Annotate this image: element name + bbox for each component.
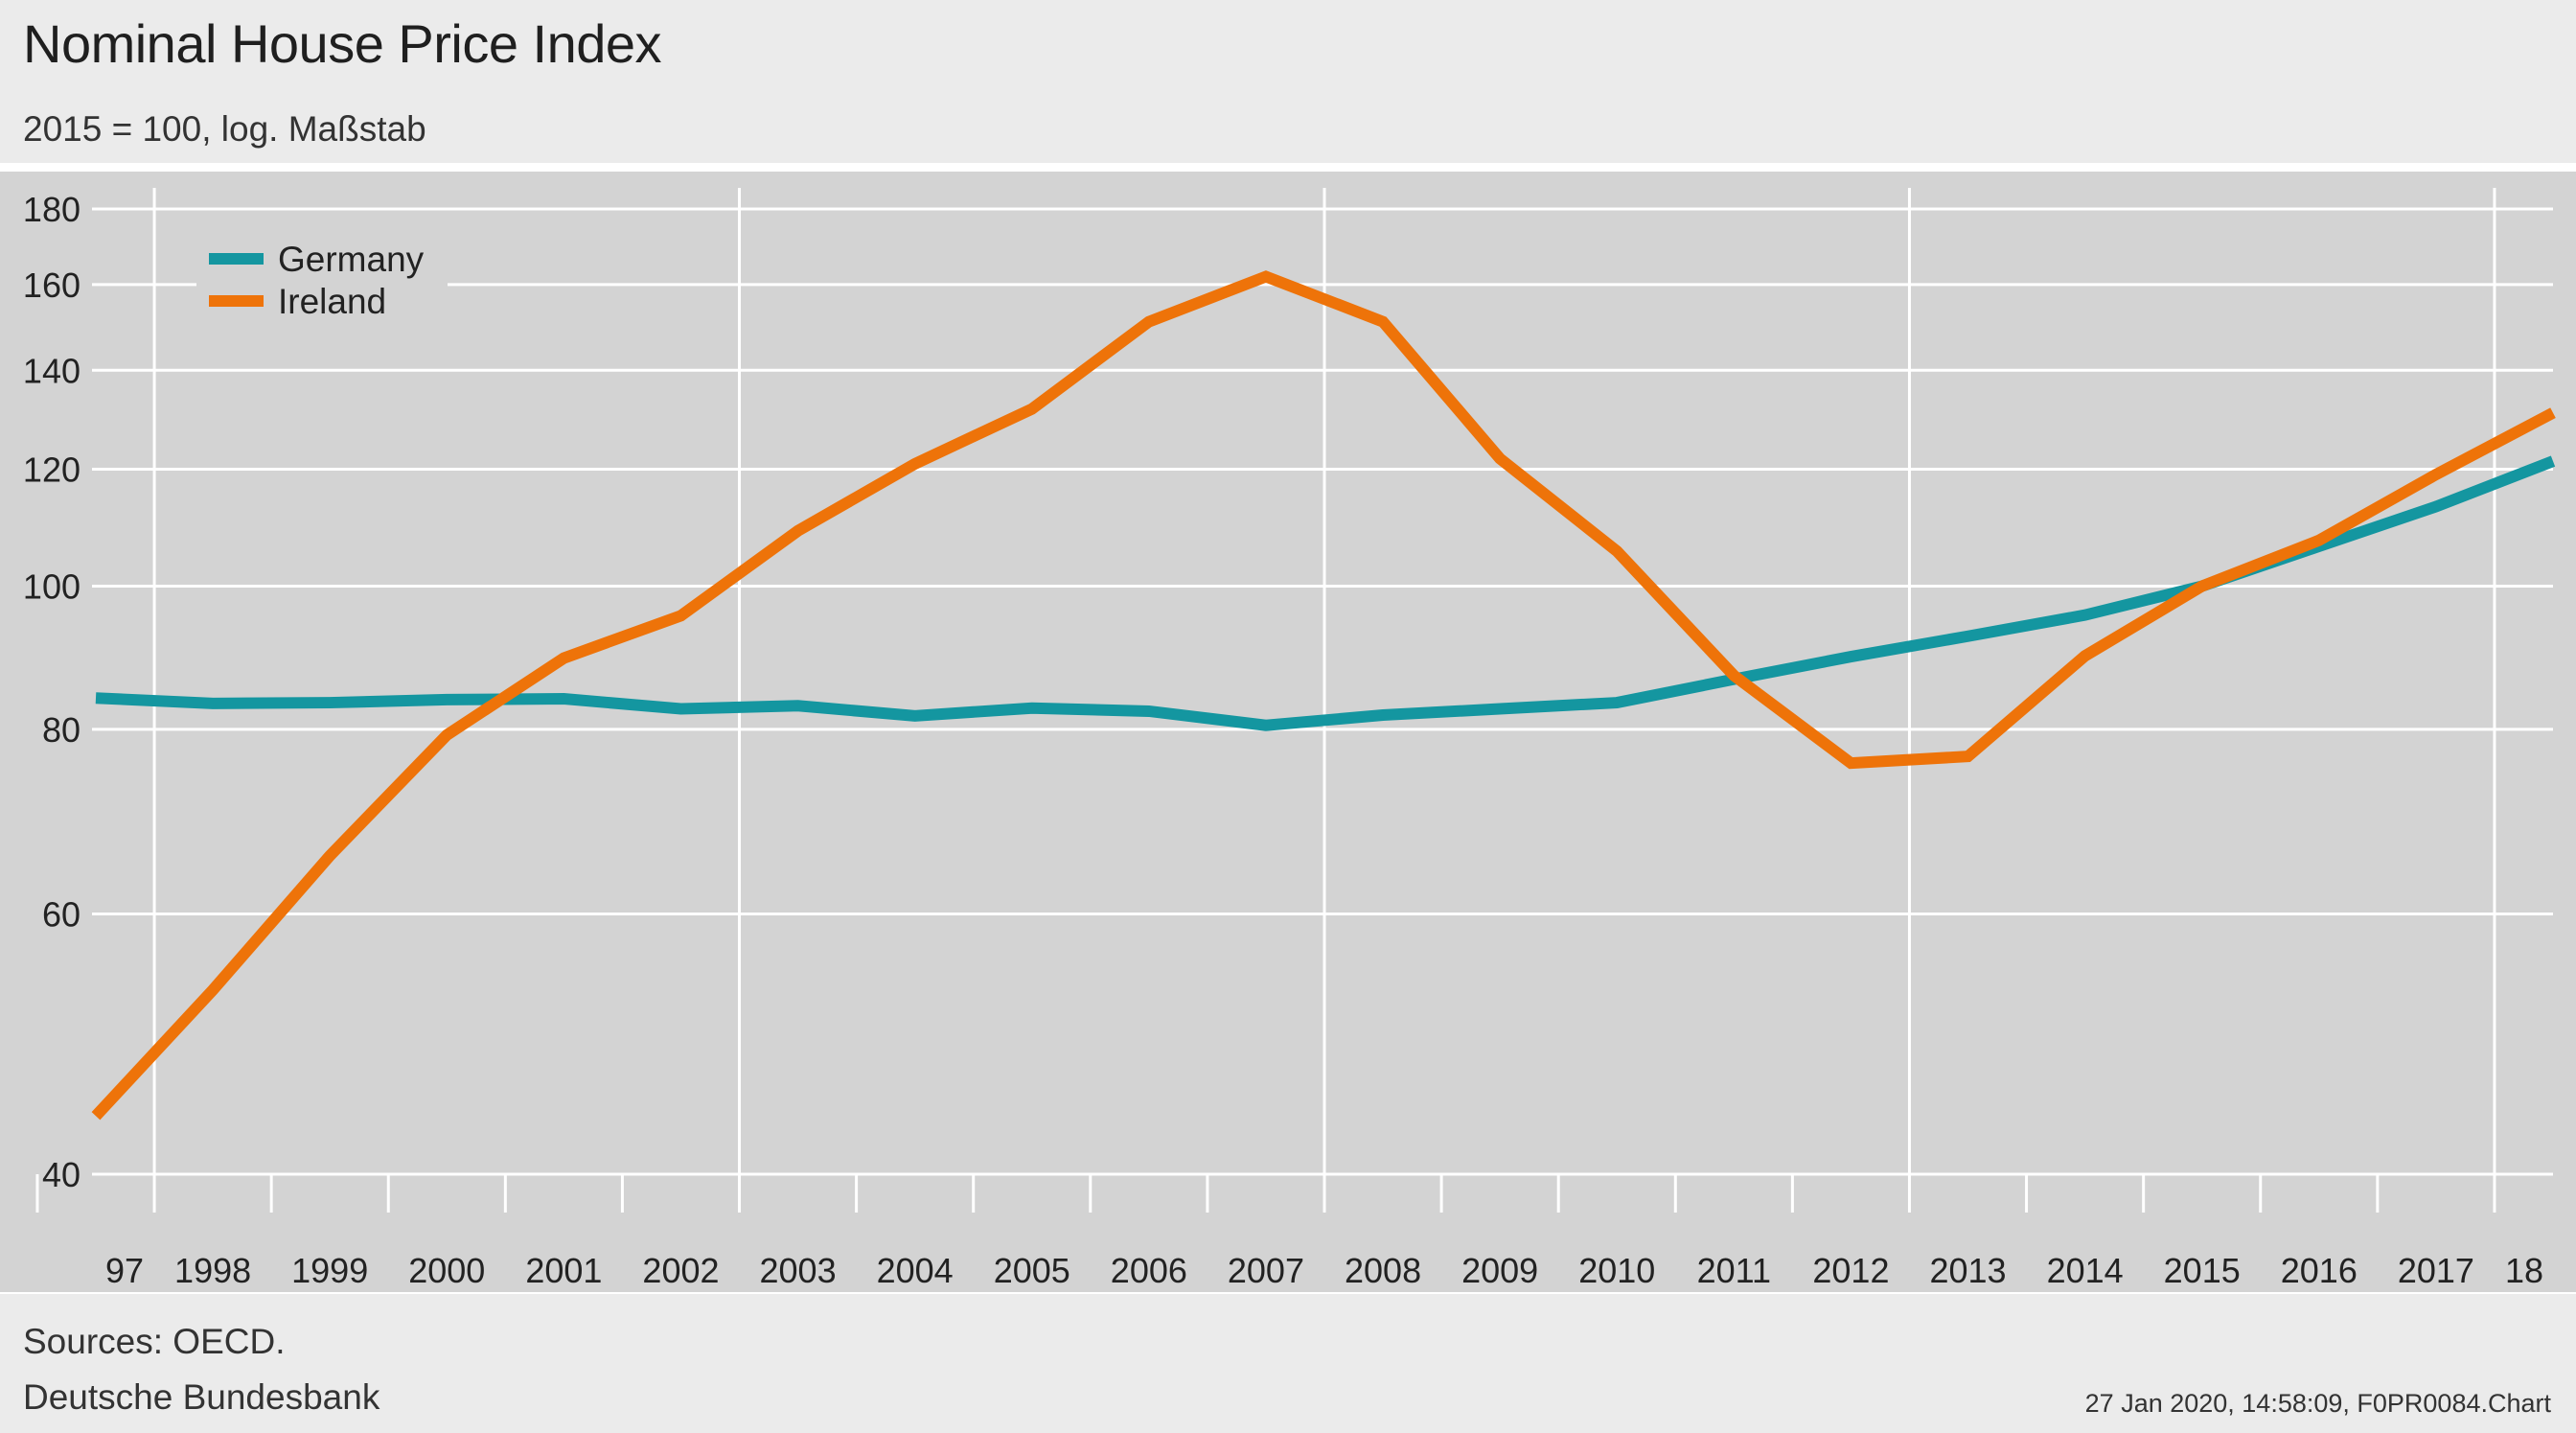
legend-label-ireland: Ireland: [278, 282, 386, 321]
chart-title: Nominal House Price Index: [23, 13, 662, 74]
x-tick-label: 2010: [1578, 1251, 1655, 1290]
x-tick-label: 1998: [174, 1251, 251, 1290]
y-tick-label: 60: [42, 895, 80, 935]
x-tick-label: 2012: [1812, 1251, 1889, 1290]
x-tick-label: 2007: [1228, 1251, 1304, 1290]
x-tick-label: 2015: [2164, 1251, 2241, 1290]
x-tick-label: 2017: [2398, 1251, 2474, 1290]
x-tick-label: 2016: [2281, 1251, 2358, 1290]
y-tick-label: 80: [42, 710, 80, 750]
y-tick-label: 100: [23, 567, 80, 607]
x-tick-label: 2009: [1461, 1251, 1538, 1290]
x-tick-label: 2006: [1111, 1251, 1187, 1290]
x-tick-label: 2001: [525, 1251, 602, 1290]
legend-label-germany: Germany: [278, 240, 425, 279]
x-tick-label: 2014: [2047, 1251, 2124, 1290]
x-tick-label: 2003: [760, 1251, 837, 1290]
y-tick-label: 120: [23, 450, 80, 489]
chart-area: 40 60 80 100 120 140 160 180 97 1998 1999 2000 2001 2…: [0, 163, 2576, 1294]
x-tick-label: 2013: [1929, 1251, 2006, 1290]
x-tick-label: 97: [105, 1251, 144, 1290]
publisher-note: Deutsche Bundesbank: [23, 1377, 380, 1417]
legend-background: [196, 230, 448, 326]
x-tick-label: 18: [2505, 1251, 2543, 1290]
y-tick-label: 40: [42, 1155, 80, 1194]
x-tick-label: 1999: [291, 1251, 368, 1290]
series-line-ireland: [91, 270, 2556, 1121]
timestamp-note: 27 Jan 2020, 14:58:09, F0PR0084.Chart: [2084, 1389, 2551, 1418]
y-tick-label: 140: [23, 351, 80, 390]
x-tick-label: 2005: [994, 1251, 1070, 1290]
plot-background: [0, 172, 2576, 1292]
x-tick-label: 2011: [1697, 1251, 1771, 1290]
chart-subtitle: 2015 = 100, log. Maßstab: [23, 109, 426, 149]
x-tick-label: 2004: [877, 1251, 954, 1290]
house-price-chart: 40 60 80 100 120 140 160 180 97 1998 1999 2000 2001 2…: [0, 172, 2576, 1292]
source-note: Sources: OECD.: [23, 1322, 286, 1361]
x-tick-label: 2000: [408, 1251, 485, 1290]
y-tick-label: 180: [23, 190, 80, 229]
y-tick-label: 160: [23, 266, 80, 305]
x-tick-label: 2008: [1345, 1251, 1421, 1290]
x-tick-label: 2002: [642, 1251, 719, 1290]
